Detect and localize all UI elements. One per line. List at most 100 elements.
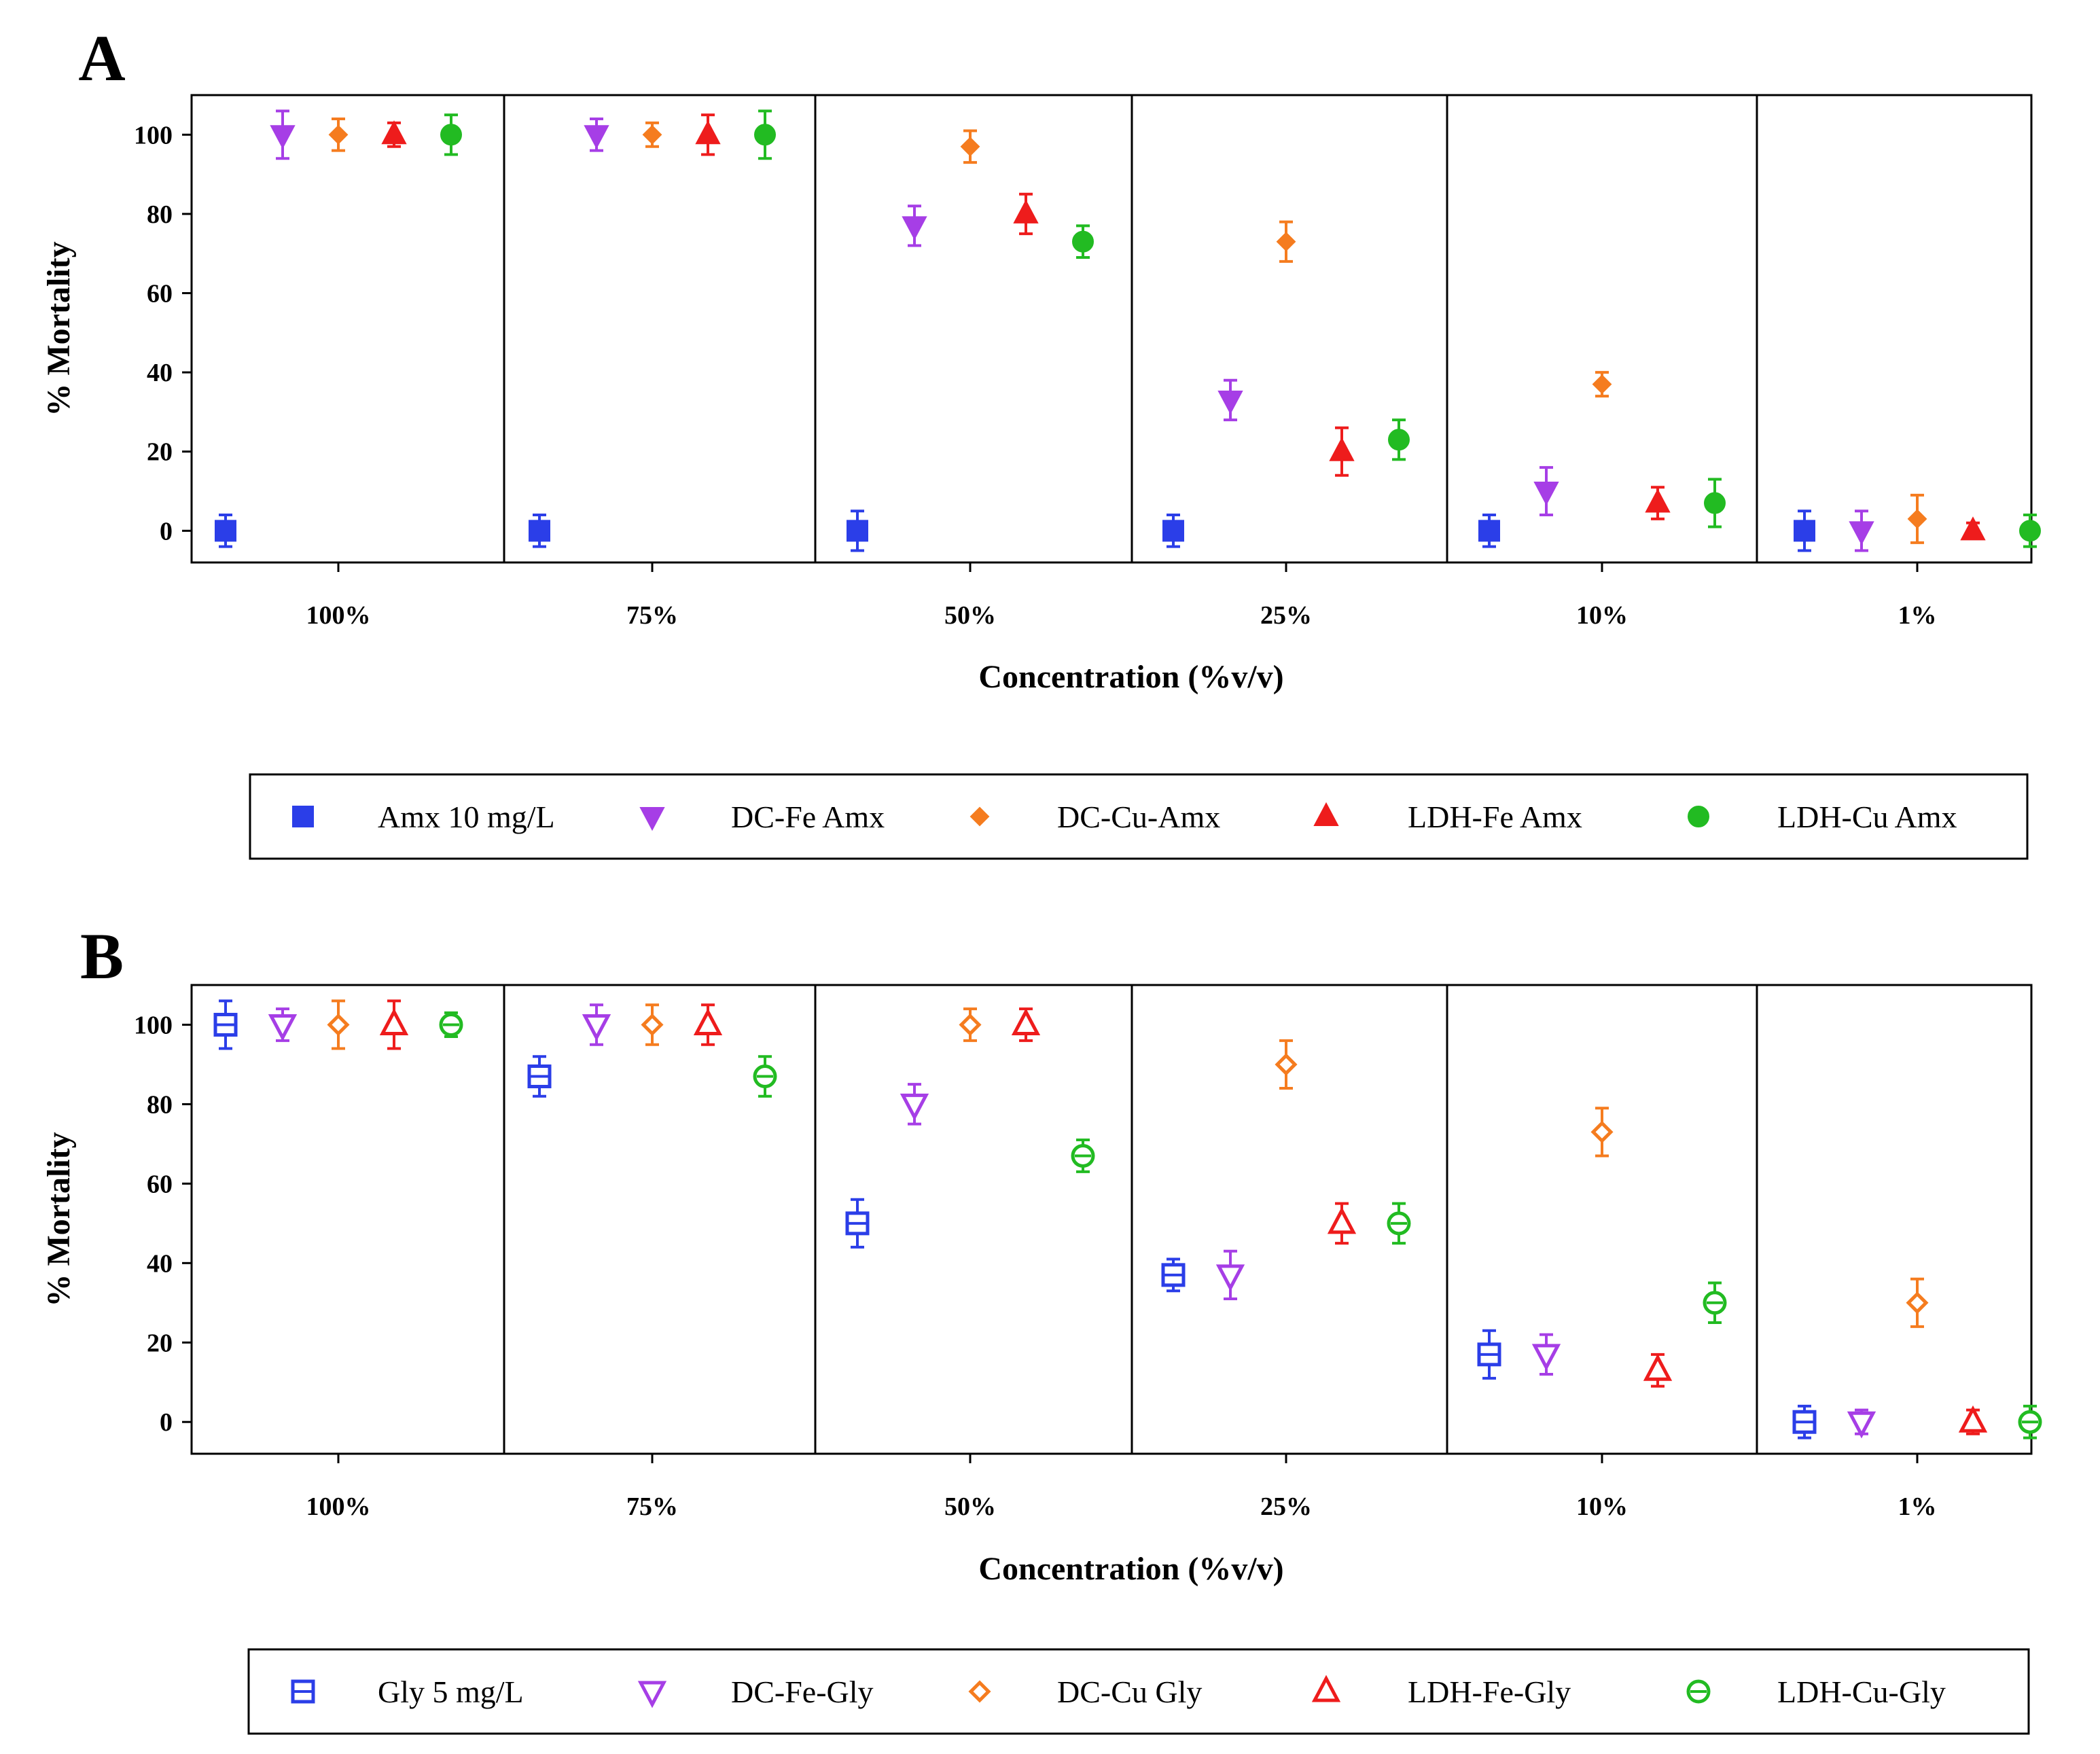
data-point <box>1276 232 1296 252</box>
y-axis-title: % Mortality <box>41 241 77 416</box>
legend: Gly 5 mg/L DC-Fe-Gly DC-Cu Gly LDH-Fe-Gly LD… <box>247 1648 2030 1735</box>
chart-panel-B: B 0 20 40 60 80 100 % Mortality 100% 75% 50% 25% 10%… <box>41 920 2042 1735</box>
y-tick-label: 80 <box>147 200 173 229</box>
series-0 <box>213 999 1817 1439</box>
legend-marker <box>639 807 665 831</box>
data-point <box>693 1008 723 1035</box>
data-point <box>642 124 662 145</box>
data-point <box>584 125 609 149</box>
series-2 <box>328 117 1927 544</box>
data-point <box>1907 509 1927 529</box>
legend-marker <box>1311 1675 1341 1702</box>
series-1 <box>270 109 1874 552</box>
data-point <box>1849 521 1874 545</box>
data-point <box>1531 1344 1561 1372</box>
y-tick-label: 100 <box>134 1011 173 1039</box>
data-point <box>2019 520 2041 542</box>
x-tick-label: 50% <box>944 601 996 630</box>
legend: Amx 10 mg/L DC-Fe Amx DC-Cu-Amx LDH-Fe Amx L… <box>249 773 2029 860</box>
y-tick-label: 60 <box>147 280 173 308</box>
data-point <box>381 120 407 145</box>
legend-label: DC-Fe Amx <box>731 800 885 834</box>
series-4 <box>439 1011 2042 1439</box>
legend-label: LDH-Fe-Gly <box>1408 1675 1571 1709</box>
data-point <box>902 216 927 240</box>
legend-label: Gly 5 mg/L <box>378 1675 524 1709</box>
legend-label: LDH-Cu-Gly <box>1777 1675 1946 1709</box>
data-point <box>379 1008 409 1035</box>
x-tick-label: 1% <box>1898 601 1937 630</box>
data-point <box>582 1014 611 1041</box>
data-point <box>1217 390 1243 415</box>
legend-box <box>249 773 2029 860</box>
data-point <box>900 1093 929 1121</box>
data-point <box>959 1013 982 1037</box>
data-point <box>754 124 776 146</box>
data-point <box>960 137 980 157</box>
data-point <box>1847 1411 1876 1439</box>
y-axis-title: % Mortality <box>41 1132 77 1306</box>
legend-box <box>247 1648 2030 1735</box>
data-point <box>1478 520 1500 542</box>
x-tick-label: 25% <box>1260 601 1312 630</box>
data-point <box>1327 1206 1357 1234</box>
y-tick-label: 40 <box>147 1249 173 1278</box>
data-point <box>1275 1053 1298 1076</box>
data-point <box>1592 374 1612 395</box>
legend-marker <box>1313 802 1339 826</box>
x-tick-label: 10% <box>1576 601 1628 630</box>
series-4 <box>440 109 2041 548</box>
data-point <box>1013 199 1039 223</box>
x-axis-title: Concentration (%v/v) <box>978 1551 1283 1587</box>
panel-label: B <box>80 920 124 992</box>
y-tick-label: 20 <box>147 1329 173 1357</box>
series-3 <box>381 113 1986 541</box>
data-point <box>1645 488 1671 513</box>
y-tick-label: 20 <box>147 438 173 467</box>
legend-marker <box>969 806 990 827</box>
data-point <box>1162 520 1184 542</box>
data-point <box>1643 1353 1673 1381</box>
x-tick-label: 100% <box>306 601 371 630</box>
plot-frame <box>190 984 2033 1455</box>
series-2 <box>327 999 1929 1328</box>
data-point <box>1533 482 1559 506</box>
data-point <box>440 124 462 146</box>
legend-marker <box>292 806 314 827</box>
y-tick-label: 100 <box>134 121 173 149</box>
y-tick-label: 60 <box>147 1170 173 1198</box>
x-tick-label: 10% <box>1576 1492 1628 1521</box>
data-point <box>695 120 721 145</box>
data-point <box>268 1014 298 1041</box>
legend-label: DC-Fe-Gly <box>731 1675 874 1709</box>
legend-marker <box>968 1680 991 1703</box>
data-point <box>847 520 868 542</box>
x-tick-label: 75% <box>626 601 678 630</box>
data-point <box>1329 437 1355 461</box>
legend-label: LDH-Cu Amx <box>1777 800 1957 834</box>
legend-marker <box>637 1681 667 1708</box>
data-point <box>1794 520 1815 542</box>
y-tick-label: 40 <box>147 359 173 387</box>
legend-label: LDH-Fe Amx <box>1408 800 1582 834</box>
y-tick-label: 80 <box>147 1090 173 1119</box>
data-point <box>1906 1291 1929 1314</box>
data-point <box>270 125 296 149</box>
chart-panel-A: A 0 20 40 60 80 100 % Mortality 100% 75% 50% 25% 10%… <box>41 22 2041 860</box>
legend-label: DC-Cu-Amx <box>1057 800 1220 834</box>
panel-label: A <box>78 22 125 94</box>
data-point <box>1960 516 1986 541</box>
legend-label: Amx 10 mg/L <box>378 800 555 834</box>
data-point <box>1215 1264 1245 1292</box>
legend-label: DC-Cu Gly <box>1057 1675 1202 1709</box>
data-point <box>215 520 236 542</box>
data-point <box>1011 1008 1041 1035</box>
data-point <box>1704 492 1726 514</box>
plot-frame <box>190 94 2033 564</box>
series-0 <box>215 509 1815 552</box>
x-tick-label: 75% <box>626 1492 678 1521</box>
x-tick-label: 100% <box>306 1492 371 1521</box>
x-tick-label: 25% <box>1260 1492 1312 1521</box>
data-point <box>529 520 550 542</box>
